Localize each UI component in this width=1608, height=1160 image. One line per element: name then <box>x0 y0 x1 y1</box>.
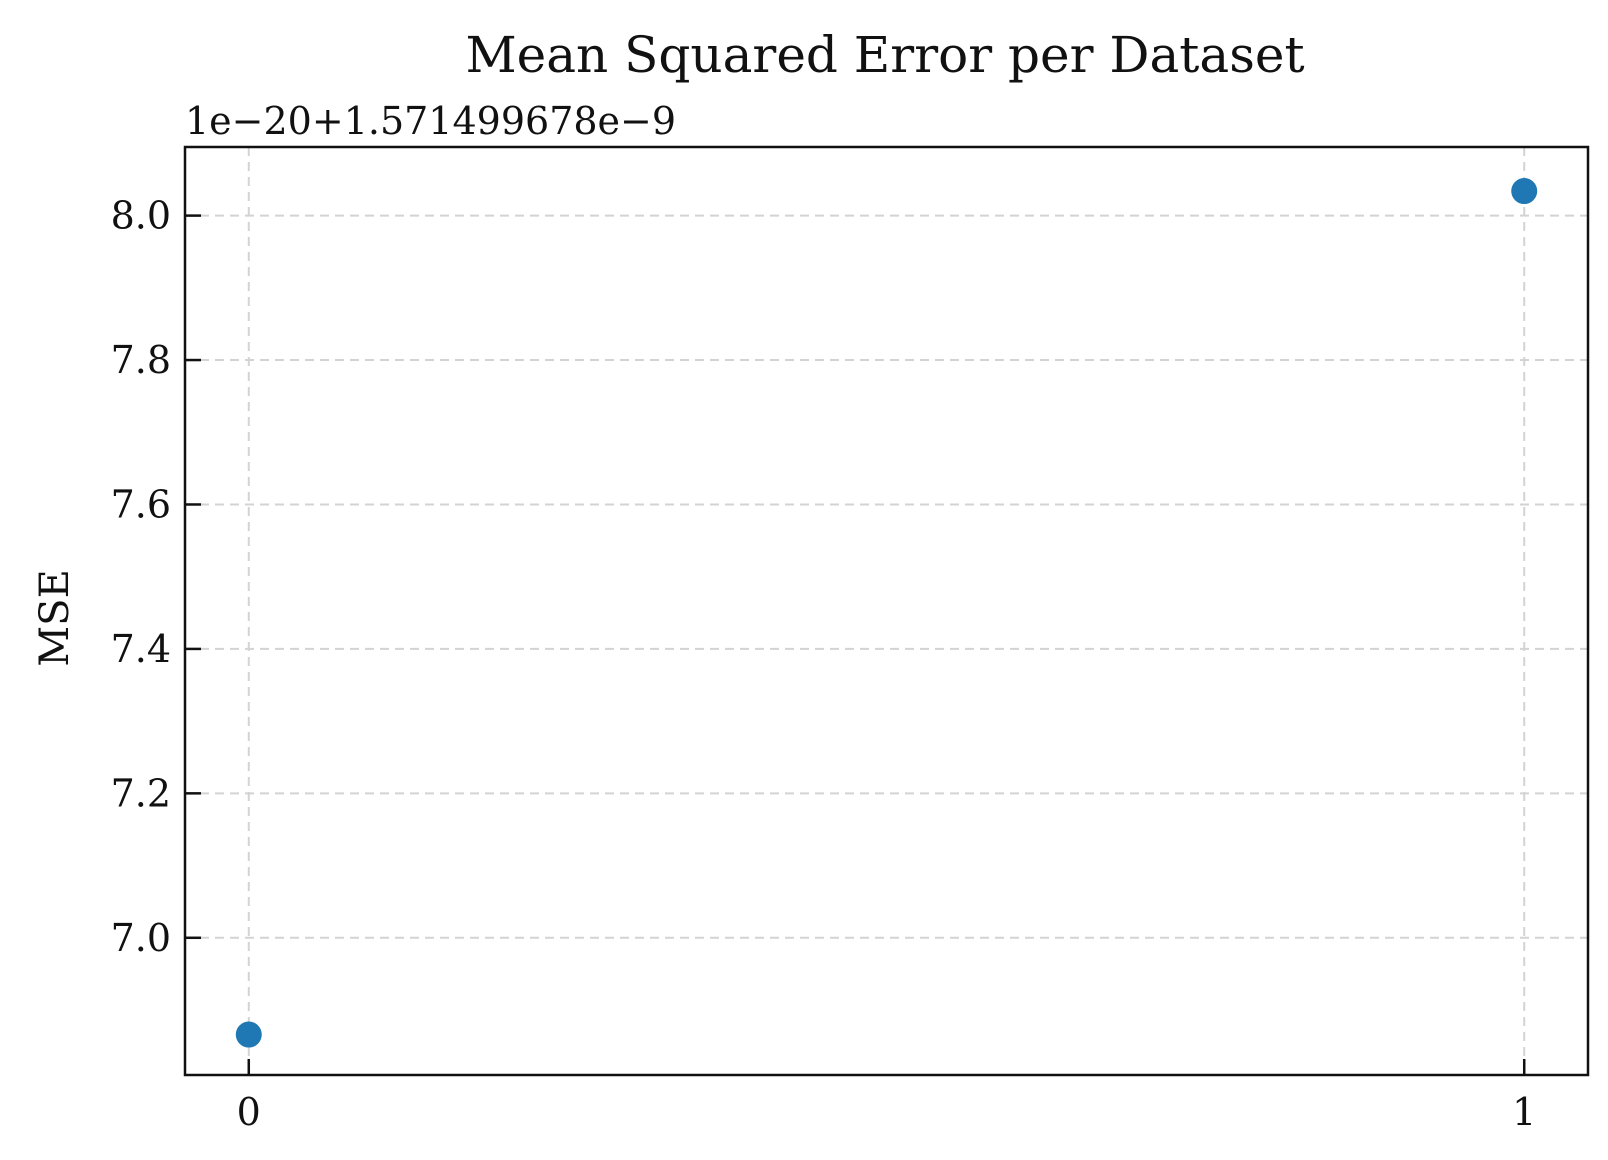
y-tick-label: 7.0 <box>111 916 171 960</box>
data-point <box>1511 178 1538 205</box>
data-points <box>235 178 1538 1048</box>
axis-ticks <box>185 214 1526 1075</box>
y-tick-label: 7.2 <box>111 771 171 815</box>
y-tick-label: 7.4 <box>111 627 171 671</box>
data-point <box>235 1021 262 1048</box>
x-tick-label: 1 <box>1512 1090 1536 1134</box>
x-tick-label: 0 <box>237 1090 261 1134</box>
y-axis-label: MSE <box>32 569 78 667</box>
tick-labels: 7.0 7.2 7.4 7.6 7.8 8.0 0 1 <box>111 194 1537 1134</box>
y-axis-offset-label: 1e−20+1.571499678e−9 <box>185 99 676 143</box>
plot-frame <box>183 145 1590 1077</box>
chart-title: Mean Squared Error per Dataset <box>465 26 1304 84</box>
y-tick-label: 7.8 <box>111 338 171 382</box>
y-tick-label: 8.0 <box>111 194 171 238</box>
grid-lines <box>185 147 1588 1075</box>
y-tick-label: 7.6 <box>111 482 171 526</box>
